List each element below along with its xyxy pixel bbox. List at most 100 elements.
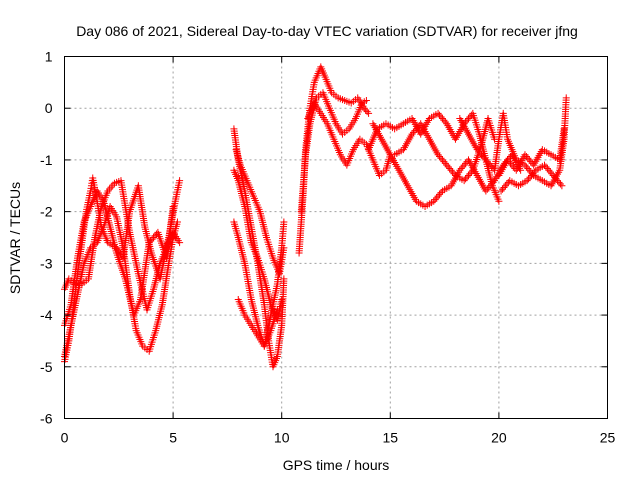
x-tick-label: 5 [169,430,177,446]
data-point [434,109,442,117]
data-point [500,184,508,192]
plot-frame [64,56,608,419]
data-point [543,165,551,173]
data-point [506,159,514,167]
data-point [150,234,158,241]
data-point [508,161,516,169]
data-point [552,175,560,183]
data-point [438,115,446,123]
data-point [503,180,511,188]
data-point [365,109,373,117]
data-point [145,239,153,247]
data-point [548,170,556,178]
data-point [173,218,181,226]
data-point [278,296,286,304]
data-point [437,154,445,162]
data-point [107,183,115,191]
data-point [524,154,532,162]
x-tick-label: 15 [383,430,399,446]
data-point [169,202,177,210]
data-point [151,232,159,240]
data-point [466,170,474,178]
data-point [456,166,464,174]
data-point [280,244,288,252]
data-point [476,149,484,157]
data-point [446,165,454,173]
data-point [473,146,481,154]
data-point [437,189,445,197]
plot-area [61,63,570,371]
data-point [522,163,530,171]
data-point [524,165,532,173]
x-tick-label: 0 [61,430,69,446]
data-point [554,177,562,185]
data-point [486,161,494,169]
data-point [441,159,449,167]
data-point [280,218,288,226]
data-point [488,180,496,188]
data-point [482,187,490,195]
data-point [560,125,568,133]
series-track-h [232,146,288,278]
series-track-i [234,296,281,350]
data-point [434,192,442,200]
data-point [443,161,451,169]
data-point [436,111,444,119]
series-track-q [495,125,568,179]
data-point [480,154,488,162]
data-point [489,178,497,186]
data-point [463,173,471,181]
data-point [485,159,493,167]
data-point [558,182,566,190]
data-point [444,163,452,171]
x-tick-label: 10 [274,430,290,446]
data-point [447,166,455,174]
data-point [467,168,475,176]
data-point [408,130,416,138]
data-point [482,156,490,164]
data-point [525,156,533,164]
data-point [475,147,483,155]
data-point [436,190,444,198]
data-point [505,158,513,166]
data-point [541,161,549,169]
data-point [462,175,470,183]
y-tick-label: -1 [40,152,53,168]
y-tick-label: 0 [45,100,53,116]
data-point [459,163,467,171]
data-point [436,152,444,160]
y-tick-label: -6 [40,411,53,427]
data-point [521,151,529,159]
data-point [495,197,503,205]
data-point [525,175,533,183]
data-point [464,171,472,179]
data-point [542,163,550,171]
data-point [483,158,491,166]
data-point [549,171,557,179]
data-point [273,306,281,314]
data-point [546,168,554,176]
data-point [176,177,184,185]
data-point [488,163,496,171]
data-point [434,151,442,159]
data-point [562,94,570,102]
data-point [440,158,448,166]
data-point [441,118,449,126]
data-point [527,171,535,179]
data-point [433,194,441,202]
y-tick-label: -4 [40,307,53,323]
data-point [483,185,491,193]
data-point [457,165,465,173]
data-point [464,115,472,123]
data-point [430,197,438,205]
data-point [522,152,530,160]
data-point [497,187,505,195]
data-point [526,173,534,181]
data-point [280,275,288,283]
data-point [499,185,507,193]
data-point [437,113,445,121]
axes [64,56,608,419]
data-point [176,239,184,247]
data-point [148,235,156,243]
series-track-g [230,166,286,324]
